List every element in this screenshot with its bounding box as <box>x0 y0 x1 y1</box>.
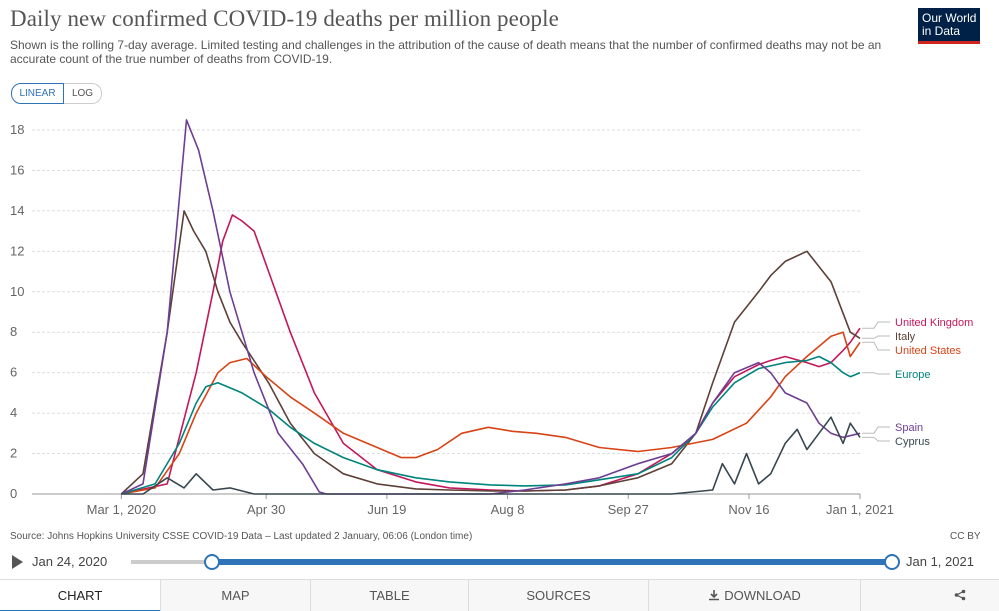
license-link[interactable]: CC BY <box>950 531 981 542</box>
legend-leader-line <box>862 341 890 351</box>
x-tick-label: Aug 8 <box>491 502 525 517</box>
series-line-united-kingdom <box>121 214 861 495</box>
timeline-start-handle[interactable] <box>204 554 220 570</box>
owid-logo[interactable]: Our World in Data <box>918 8 980 44</box>
legend-leader-line <box>862 321 890 329</box>
series-line-italy <box>120 210 861 495</box>
linear-scale-button[interactable]: LINEAR <box>11 83 64 104</box>
download-icon <box>709 590 720 601</box>
y-tick-label: 14 <box>10 203 24 218</box>
x-tick-label: Jun 19 <box>367 502 406 517</box>
share-icon <box>954 589 966 601</box>
y-tick-label: 12 <box>10 243 24 258</box>
logo-line-2: in Data <box>922 24 961 38</box>
legend-label-italy: Italy <box>895 331 916 343</box>
download-label: DOWNLOAD <box>724 588 801 603</box>
legend-leader-line <box>862 436 890 442</box>
legend-leader-line <box>862 372 890 375</box>
timeline-start-date: Jan 24, 2020 <box>32 554 108 569</box>
timeline-end-handle[interactable] <box>884 554 900 570</box>
series-line-europe <box>121 355 861 495</box>
legend-label-united-kingdom: United Kingdom <box>895 317 973 329</box>
tab-share[interactable] <box>860 580 999 611</box>
timeline-selected-range <box>211 559 892 565</box>
tab-map[interactable]: MAP <box>160 580 310 611</box>
x-tick-label: Apr 30 <box>247 502 285 517</box>
tab-bar: CHART MAP TABLE SOURCES DOWNLOAD <box>0 579 999 611</box>
line-chart: 0 2 4 6 8 10 12 14 16 18 Mar 1, 2020 Apr 30 Jun 19 A… <box>10 119 973 517</box>
y-tick-label: 10 <box>10 284 24 299</box>
y-tick-label: 18 <box>10 122 24 137</box>
series-line-cyprus <box>121 416 861 495</box>
legend-label-spain: Spain <box>895 422 923 434</box>
legend-label-united-states: United States <box>895 345 962 357</box>
tab-download[interactable]: DOWNLOAD <box>648 580 860 611</box>
tab-table[interactable]: TABLE <box>310 580 468 611</box>
x-tick-label: Sep 27 <box>608 502 649 517</box>
tab-sources[interactable]: SOURCES <box>468 580 648 611</box>
play-icon[interactable] <box>12 555 23 569</box>
source-note: Source: Johns Hopkins University CSSE CO… <box>10 531 473 542</box>
log-scale-button[interactable]: LOG <box>64 83 102 104</box>
y-tick-label: 4 <box>10 405 17 420</box>
x-tick-label: Mar 1, 2020 <box>87 502 156 517</box>
series-line-united-states <box>121 331 861 495</box>
y-tick-label: 2 <box>10 446 17 461</box>
y-tick-label: 16 <box>10 162 24 177</box>
y-tick-label: 0 <box>10 486 17 501</box>
legend-leader-line <box>862 335 890 339</box>
y-tick-label: 6 <box>10 365 17 380</box>
y-tick-label: 8 <box>10 324 17 339</box>
legend-leader-line <box>862 426 890 434</box>
chart-title: Daily new confirmed COVID-19 deaths per … <box>10 6 559 31</box>
x-tick-label: Jan 1, 2021 <box>826 502 894 517</box>
timeline-end-date: Jan 1, 2021 <box>906 554 974 569</box>
logo-line-1: Our World <box>922 11 977 25</box>
legend-label-cyprus: Cyprus <box>895 436 930 448</box>
x-tick-label: Nov 16 <box>728 502 769 517</box>
chart-subtitle: Shown is the rolling 7-day average. Limi… <box>10 38 882 66</box>
legend-label-europe: Europe <box>895 369 930 381</box>
series-line-spain <box>120 119 861 495</box>
tab-chart[interactable]: CHART <box>0 580 160 611</box>
